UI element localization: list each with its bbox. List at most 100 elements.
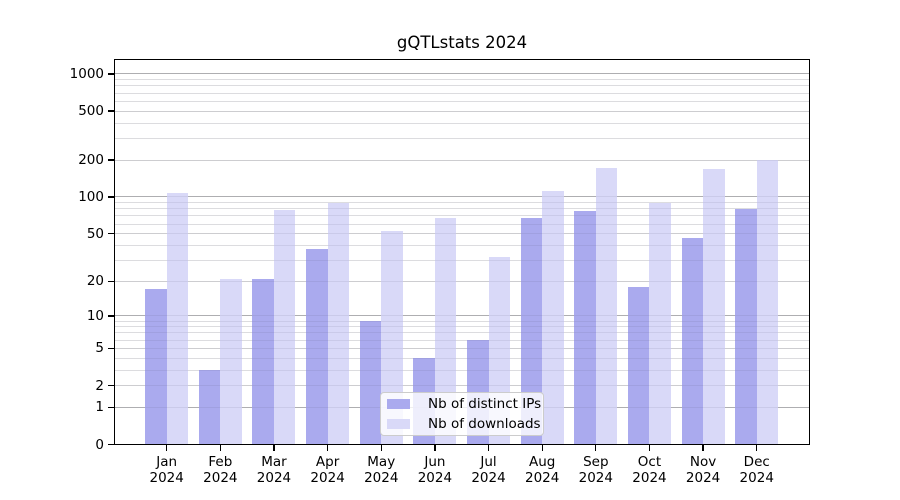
y-tick-label: 100 xyxy=(78,188,104,205)
x-tick xyxy=(541,444,543,451)
gridline-overlay xyxy=(114,159,810,161)
gridline xyxy=(114,315,810,317)
bar-distinct-ips xyxy=(735,209,757,445)
legend-label-downloads: Nb of downloads xyxy=(428,416,541,432)
gridline xyxy=(114,79,810,81)
gridline-overlay xyxy=(114,315,810,317)
y-tick xyxy=(108,73,114,75)
x-tick-label-year: 2024 xyxy=(149,470,184,486)
gridline-overlay xyxy=(114,326,810,328)
x-tick xyxy=(648,444,651,451)
x-tick-label-month: Dec xyxy=(743,453,770,470)
x-tick-label-month: Oct xyxy=(637,453,662,470)
x-tick-label-month: Jul xyxy=(480,453,497,470)
y-tick-label: 1000 xyxy=(69,65,104,82)
bar-distinct-ips xyxy=(145,289,167,445)
bar-downloads xyxy=(220,278,242,445)
x-tick-label-month: Nov xyxy=(689,453,717,470)
gridline xyxy=(114,196,810,198)
x-tick xyxy=(166,444,168,451)
y-tick-label: 200 xyxy=(78,152,104,169)
gridline-overlay xyxy=(114,73,810,75)
x-tick-label: Jul 2024 xyxy=(459,454,519,487)
bar-distinct-ips xyxy=(627,286,650,445)
y-tick xyxy=(108,159,114,161)
gridline xyxy=(114,137,810,139)
y-tick-label: 1 xyxy=(95,399,104,416)
bar-distinct-ips xyxy=(359,321,382,445)
gridline-overlay xyxy=(114,244,810,246)
gridline xyxy=(114,73,810,75)
gridline-overlay xyxy=(114,332,810,334)
y-tick-label: 10 xyxy=(86,307,104,324)
x-tick xyxy=(219,444,221,451)
gridline xyxy=(114,385,810,387)
x-tick-label-year: 2024 xyxy=(578,470,613,486)
x-tick-label: Nov 2024 xyxy=(673,454,733,487)
ticks-layer: 0 1 2 5 10 20 50 100 200 500 1000 Jan 2024 Feb 2024 Mar… xyxy=(70,59,810,486)
x-tick-label-year: 2024 xyxy=(417,470,453,486)
gridline xyxy=(114,110,810,112)
x-tick-label-year: 2024 xyxy=(524,470,560,486)
y-tick-label: 50 xyxy=(86,225,104,242)
plot-area: 0 1 2 5 10 20 50 100 200 500 1000 Jan 2024 Feb 2024 Mar… xyxy=(70,59,810,486)
x-tick xyxy=(273,444,275,451)
gridline xyxy=(114,339,810,341)
x-tick-label-month: Jan xyxy=(156,453,178,470)
x-tick-label-month: Sep xyxy=(583,453,609,470)
gridline-overlay xyxy=(114,208,810,210)
gridline-overlay xyxy=(114,385,810,387)
gridline xyxy=(114,357,810,359)
gridline-overlay xyxy=(114,196,810,198)
gridline-overlay xyxy=(114,339,810,341)
y-tick xyxy=(108,443,114,446)
x-tick xyxy=(380,444,382,451)
bars-layer xyxy=(114,59,810,445)
x-tick xyxy=(595,444,597,451)
gridline xyxy=(114,202,810,204)
gridline-overlay xyxy=(114,259,810,261)
x-tick xyxy=(702,444,704,451)
gridline xyxy=(114,320,810,322)
legend-entry-distinct-ips: Nb of distinct IPs xyxy=(387,396,541,412)
gridline-overlay xyxy=(114,280,810,282)
y-tick xyxy=(108,280,114,282)
bar-distinct-ips xyxy=(198,370,221,445)
gridline-overlay xyxy=(114,233,810,235)
x-tick-label: Jun 2024 xyxy=(405,454,465,487)
gridline xyxy=(114,259,810,261)
gridline-overlay xyxy=(114,137,810,139)
bar-distinct-ips xyxy=(520,218,543,445)
gridline xyxy=(114,159,810,161)
y-tick-label: 2 xyxy=(95,377,104,394)
legend-swatch-downloads xyxy=(387,418,410,430)
gridline-overlay xyxy=(114,85,810,87)
x-tick-label-year: 2024 xyxy=(256,470,292,486)
x-tick-label: Sep 2024 xyxy=(566,454,626,487)
gridline xyxy=(114,223,810,225)
bar-downloads xyxy=(649,202,671,445)
gridline-overlay xyxy=(114,92,810,94)
gridline-overlay xyxy=(114,320,810,322)
gridline-overlay-layer xyxy=(114,59,810,445)
gridline xyxy=(114,332,810,334)
y-tick xyxy=(108,384,114,387)
x-tick-label-month: Apr xyxy=(315,453,340,470)
bar-distinct-ips xyxy=(681,237,704,445)
x-tick-label-month: May xyxy=(367,453,396,470)
bar-downloads xyxy=(327,202,350,445)
y-tick xyxy=(108,110,114,112)
x-tick-label: Feb 2024 xyxy=(190,454,250,487)
x-tick-label: Jan 2024 xyxy=(137,454,197,487)
x-tick-label-year: 2024 xyxy=(739,470,774,486)
x-tick-label-year: 2024 xyxy=(364,470,399,486)
legend-label-distinct-ips: Nb of distinct IPs xyxy=(428,396,542,412)
y-tick xyxy=(108,406,114,408)
x-tick-label-year: 2024 xyxy=(203,470,238,486)
x-tick-label: Dec 2024 xyxy=(727,454,787,487)
y-tick xyxy=(108,232,114,235)
y-tick-label: 5 xyxy=(95,340,104,357)
gridline xyxy=(114,347,810,349)
x-tick-label-month: Jun xyxy=(424,453,446,470)
